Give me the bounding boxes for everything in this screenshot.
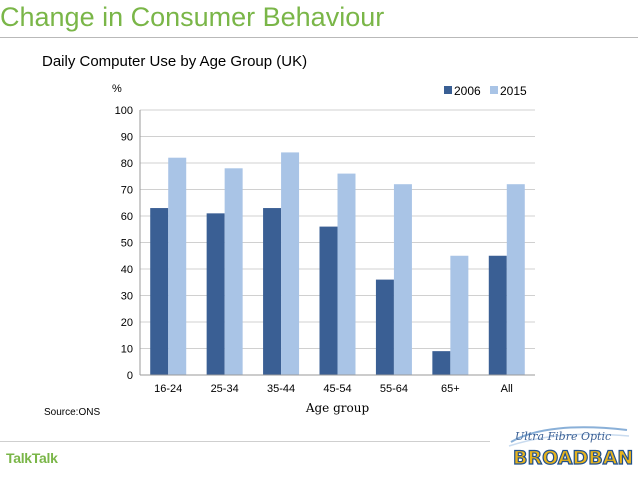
bar-2015-45-54 (337, 173, 356, 375)
source-note: Source:ONS (44, 407, 101, 418)
y-tick-label: 60 (121, 211, 133, 223)
axes: 0 10 20 30 40 50 60 70 80 90 100% 16-24 25-34 35-44 45… (112, 83, 535, 415)
bar-2006-55-64 (375, 279, 394, 375)
bar-2006-16-24 (150, 208, 169, 375)
bar-2006-65+ (432, 351, 451, 375)
footer-divider (0, 441, 490, 442)
y-tick-label: 30 (121, 291, 133, 303)
legend-swatch-2015 (490, 86, 498, 94)
y-tick-label: 70 (121, 185, 133, 197)
bar-2015-55-64 (393, 184, 412, 375)
bar-2015-16-24 (168, 157, 187, 375)
x-tick-label: 16-24 (154, 383, 182, 395)
x-tick-label: 55-64 (380, 383, 408, 395)
broadband-logo: Ultra Fibre Optic BROADBAND (508, 426, 633, 470)
x-tick-label: 45-54 (323, 383, 351, 395)
bar-2015-65+ (450, 255, 469, 375)
y-tick-label: 0 (127, 370, 133, 382)
legend-swatch-2006 (444, 86, 452, 94)
x-tick-label: 25-34 (211, 383, 239, 395)
y-axis-label: % (112, 83, 122, 95)
bar-2015-25-34 (224, 168, 243, 375)
bar-2015-All (506, 184, 525, 375)
legend: 2006 2015 (444, 84, 527, 98)
legend-label-2006: 2006 (454, 84, 481, 98)
x-tick-label: 35-44 (267, 383, 295, 395)
talktalk-logo: TalkTalk (6, 450, 58, 466)
y-tick-label: 90 (121, 132, 133, 144)
bar-2006-25-34 (206, 213, 225, 375)
slide-title: Change in Consumer Behaviour (0, 2, 385, 32)
bar-2006-All (488, 255, 507, 375)
legend-label-2015: 2015 (500, 84, 527, 98)
broadband-script: Ultra Fibre Optic (515, 430, 611, 443)
y-tick-label: 50 (121, 238, 133, 250)
y-tick-label: 10 (121, 344, 133, 356)
y-tick-label: 80 (121, 158, 133, 170)
bar-2006-35-44 (263, 208, 282, 375)
broadband-word: BROADBAND (513, 447, 633, 469)
x-tick-label: 65+ (441, 383, 460, 395)
x-tick-label: All (501, 383, 513, 395)
y-tick-label: 20 (121, 317, 133, 329)
x-axis-label: Age group (305, 401, 370, 415)
bars (150, 152, 525, 375)
bar-2006-45-54 (319, 226, 338, 375)
title-divider (0, 37, 638, 38)
y-tick-label: 100 (115, 105, 133, 117)
y-tick-label: 40 (121, 264, 133, 276)
bar-2015-35-44 (281, 152, 300, 375)
chart-title: Daily Computer Use by Age Group (UK) (42, 53, 308, 70)
